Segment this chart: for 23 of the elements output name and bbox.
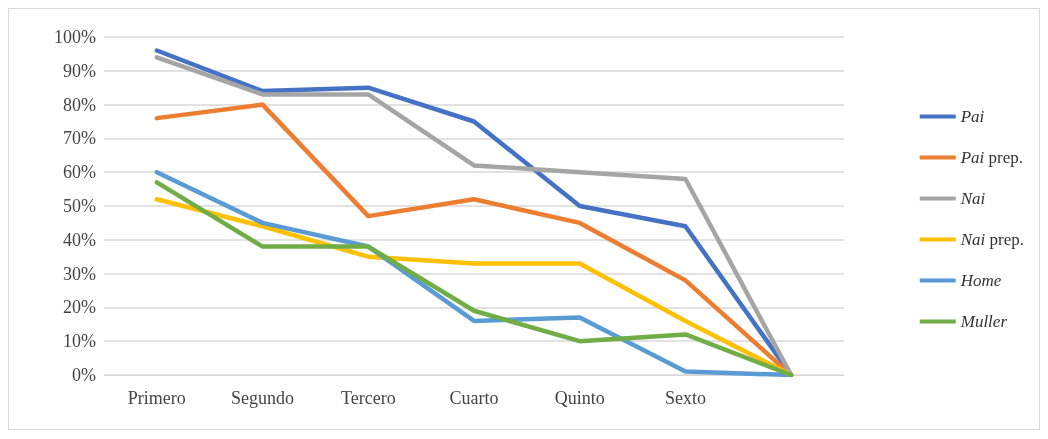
y-tick-label: 20%: [63, 297, 96, 318]
y-tick-label: 0%: [72, 365, 96, 385]
y-tick-label: 90%: [63, 60, 96, 81]
legend-label: Home: [959, 271, 1002, 290]
x-tick-label: Primero: [127, 388, 186, 408]
y-tick-label: 30%: [63, 263, 96, 284]
y-tick-label: 80%: [63, 94, 96, 115]
legend-label: Muller: [959, 312, 1008, 331]
y-tick-label: 70%: [63, 128, 96, 149]
y-tick-label: 10%: [63, 331, 96, 352]
x-tick-label: Quinto: [554, 388, 605, 408]
y-tick-label: 100%: [54, 27, 96, 47]
y-tick-label: 60%: [63, 162, 96, 183]
x-tick-label: Tercero: [340, 388, 396, 408]
x-tick-label: Cuarto: [449, 388, 499, 408]
legend-label: Nai prep.: [959, 230, 1025, 249]
legend-label: Pai prep.: [959, 148, 1024, 167]
legend-label: Nai: [959, 189, 986, 208]
y-tick-label: 40%: [63, 229, 96, 250]
legend-label: Pai: [959, 107, 985, 126]
y-tick-label: 50%: [63, 196, 96, 216]
x-tick-label: Segundo: [231, 388, 295, 408]
x-tick-label: Sexto: [664, 388, 706, 408]
